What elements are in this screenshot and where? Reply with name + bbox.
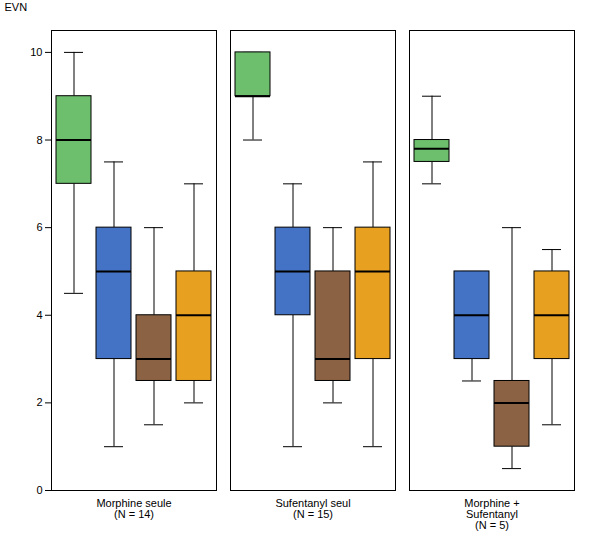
svg-text:EVN: EVN bbox=[5, 1, 28, 13]
svg-text:10: 10 bbox=[30, 46, 42, 58]
svg-text:Morphine +Sufentanyl(N = 5): Morphine +Sufentanyl(N = 5) bbox=[464, 497, 519, 531]
svg-text:Sufentanyl seul(N = 15): Sufentanyl seul(N = 15) bbox=[275, 497, 350, 520]
svg-text:Morphine seule(N = 14): Morphine seule(N = 14) bbox=[96, 497, 171, 520]
svg-text:0: 0 bbox=[36, 484, 42, 496]
svg-text:2: 2 bbox=[36, 396, 42, 408]
svg-text:8: 8 bbox=[36, 134, 42, 146]
svg-text:4: 4 bbox=[36, 309, 42, 321]
svg-text:6: 6 bbox=[36, 221, 42, 233]
